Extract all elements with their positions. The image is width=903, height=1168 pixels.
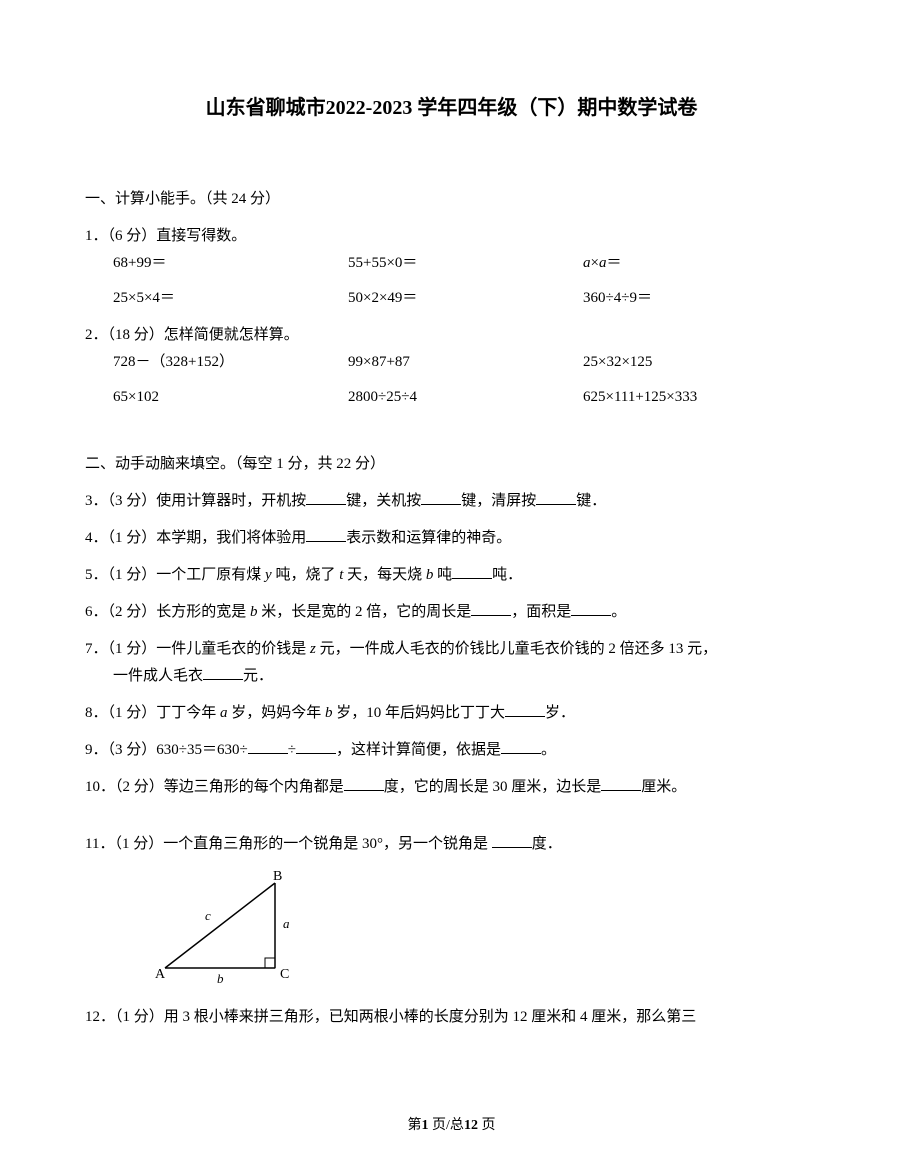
question-2: 2．（18 分）怎样简便就怎样算。 728－（328+152） 99×87+87…: [85, 322, 818, 411]
q4-part2: 表示数和运算律的神奇。: [346, 530, 511, 546]
q9-part1: 9．（3 分）630÷35＝630÷: [85, 742, 248, 758]
q1-row1: 68+99＝ 55+55×0＝ a×a＝: [85, 250, 818, 277]
q2-r2c3: 625×111+125×333: [583, 384, 818, 411]
q3-part2: 键，关机按: [346, 493, 421, 509]
triangle-label-a: a: [283, 916, 290, 931]
q7-blank1: [203, 665, 243, 680]
q9-blank1: [248, 739, 288, 754]
q10-blank1: [344, 776, 384, 791]
q5-part1: 5．（1 分）一个工厂原有煤 y 吨，烧了 t 天，每天烧 b 吨: [85, 567, 452, 583]
question-6: 6．（2 分）长方形的宽是 b 米，长是宽的 2 倍，它的周长是 ，面积是 。: [85, 599, 818, 626]
triangle-label-C: C: [280, 967, 289, 982]
q9-part4: 。: [541, 742, 556, 758]
triangle-label-B: B: [273, 869, 282, 884]
question-1: 1．（6 分）直接写得数。 68+99＝ 55+55×0＝ a×a＝ 25×5×…: [85, 223, 818, 312]
q10-part1: 10．（2 分）等边三角形的每个内角都是: [85, 779, 344, 795]
q4-blank1: [306, 527, 346, 542]
footer-prefix: 第: [408, 1118, 422, 1133]
q11-part1: 11．（1 分）一个直角三角形的一个锐角是 30°，另一个锐角是: [85, 836, 492, 852]
question-11: 11．（1 分）一个直角三角形的一个锐角是 30°，另一个锐角是 度．: [85, 831, 818, 858]
q7-line2: 一件成人毛衣: [113, 668, 203, 684]
q8-part2: 岁．: [545, 705, 575, 721]
question-12: 12．（1 分）用 3 根小棒来拼三角形，已知两根小棒的长度分别为 12 厘米和…: [85, 1004, 818, 1031]
q4-part1: 4．（1 分）本学期，我们将体验用: [85, 530, 306, 546]
q9-blank3: [501, 739, 541, 754]
q1-r2c3: 360÷4÷9＝: [583, 285, 818, 312]
q1-row2: 25×5×4＝ 50×2×49＝ 360÷4÷9＝: [85, 285, 818, 312]
page-footer: 第1 页/总12 页: [0, 1113, 903, 1138]
q2-row1: 728－（328+152） 99×87+87 25×32×125: [85, 349, 818, 376]
q8-part1: 8．（1 分）丁丁今年 a 岁，妈妈今年 b 岁，10 年后妈妈比丁丁大: [85, 705, 505, 721]
triangle-label-c: c: [205, 908, 211, 923]
q6-blank1: [471, 601, 511, 616]
question-5: 5．（1 分）一个工厂原有煤 y 吨，烧了 t 天，每天烧 b 吨 吨．: [85, 562, 818, 589]
q5-blank1: [452, 564, 492, 579]
q1-r1c1: 68+99＝: [113, 250, 348, 277]
q12-text: 12．（1 分）用 3 根小棒来拼三角形，已知两根小棒的长度分别为 12 厘米和…: [85, 1009, 696, 1025]
footer-suffix: 页: [478, 1118, 496, 1133]
q1-r2c2: 50×2×49＝: [348, 285, 583, 312]
q6-part2: ，面积是: [511, 604, 571, 620]
q3-part4: 键．: [576, 493, 606, 509]
footer-total: 12: [464, 1118, 478, 1133]
q9-part2: ÷: [288, 742, 296, 758]
q2-r1c1: 728－（328+152）: [113, 349, 348, 376]
q3-blank3: [536, 490, 576, 505]
q10-blank2: [601, 776, 641, 791]
q6-blank2: [571, 601, 611, 616]
q2-r1c2: 99×87+87: [348, 349, 583, 376]
question-3: 3．（3 分）使用计算器时，开机按 键，关机按 键，清屏按 键．: [85, 488, 818, 515]
q10-part2: 度，它的周长是 30 厘米，边长是: [384, 779, 602, 795]
q7-line1: 7．（1 分）一件儿童毛衣的价钱是 z 元，一件成人毛衣的价钱比儿童毛衣价钱的 …: [85, 636, 818, 663]
q1-r2c1: 25×5×4＝: [113, 285, 348, 312]
triangle-label-A: A: [155, 967, 166, 982]
q1-r1c3: a×a＝: [583, 250, 818, 277]
q11-blank1: [492, 833, 532, 848]
q5-part2: 吨．: [492, 567, 522, 583]
q6-part3: 。: [611, 604, 626, 620]
footer-mid: 页/总: [429, 1118, 464, 1133]
question-4: 4．（1 分）本学期，我们将体验用 表示数和运算律的神奇。: [85, 525, 818, 552]
triangle-label-b: b: [217, 971, 224, 986]
q7-part3: 元．: [243, 668, 273, 684]
question-8: 8．（1 分）丁丁今年 a 岁，妈妈今年 b 岁，10 年后妈妈比丁丁大 岁．: [85, 700, 818, 727]
section2-header: 二、动手动脑来填空。（每空 1 分，共 22 分）: [85, 451, 818, 478]
q2-r1c3: 25×32×125: [583, 349, 818, 376]
q8-blank1: [505, 702, 545, 717]
q3-part3: 键，清屏按: [461, 493, 536, 509]
q11-part2: 度．: [532, 836, 562, 852]
q10-part3: 厘米。: [641, 779, 686, 795]
question-7: 7．（1 分）一件儿童毛衣的价钱是 z 元，一件成人毛衣的价钱比儿童毛衣价钱的 …: [85, 636, 818, 690]
section1-header: 一、计算小能手。（共 24 分）: [85, 186, 818, 213]
triangle-figure: A B C a b c: [145, 868, 818, 998]
footer-page: 1: [422, 1118, 429, 1133]
q7-line2-wrap: 一件成人毛衣 元．: [85, 663, 818, 690]
question-10: 10．（2 分）等边三角形的每个内角都是 度，它的周长是 30 厘米，边长是 厘米。: [85, 774, 818, 801]
exam-title: 山东省聊城市2022-2023 学年四年级（下）期中数学试卷: [85, 90, 818, 126]
q3-part1: 3．（3 分）使用计算器时，开机按: [85, 493, 306, 509]
q9-blank2: [296, 739, 336, 754]
q3-blank2: [421, 490, 461, 505]
q3-blank1: [306, 490, 346, 505]
q9-part3: ，这样计算简便，依据是: [336, 742, 501, 758]
q2-row2: 65×102 2800÷25÷4 625×111+125×333: [85, 384, 818, 411]
q1-r1c2: 55+55×0＝: [348, 250, 583, 277]
q2-r2c2: 2800÷25÷4: [348, 384, 583, 411]
question-9: 9．（3 分）630÷35＝630÷ ÷ ，这样计算简便，依据是 。: [85, 737, 818, 764]
q1-label: 1．（6 分）直接写得数。: [85, 223, 818, 250]
q2-label: 2．（18 分）怎样简便就怎样算。: [85, 322, 818, 349]
q6-part1: 6．（2 分）长方形的宽是 b 米，长是宽的 2 倍，它的周长是: [85, 604, 471, 620]
q2-r2c1: 65×102: [113, 384, 348, 411]
